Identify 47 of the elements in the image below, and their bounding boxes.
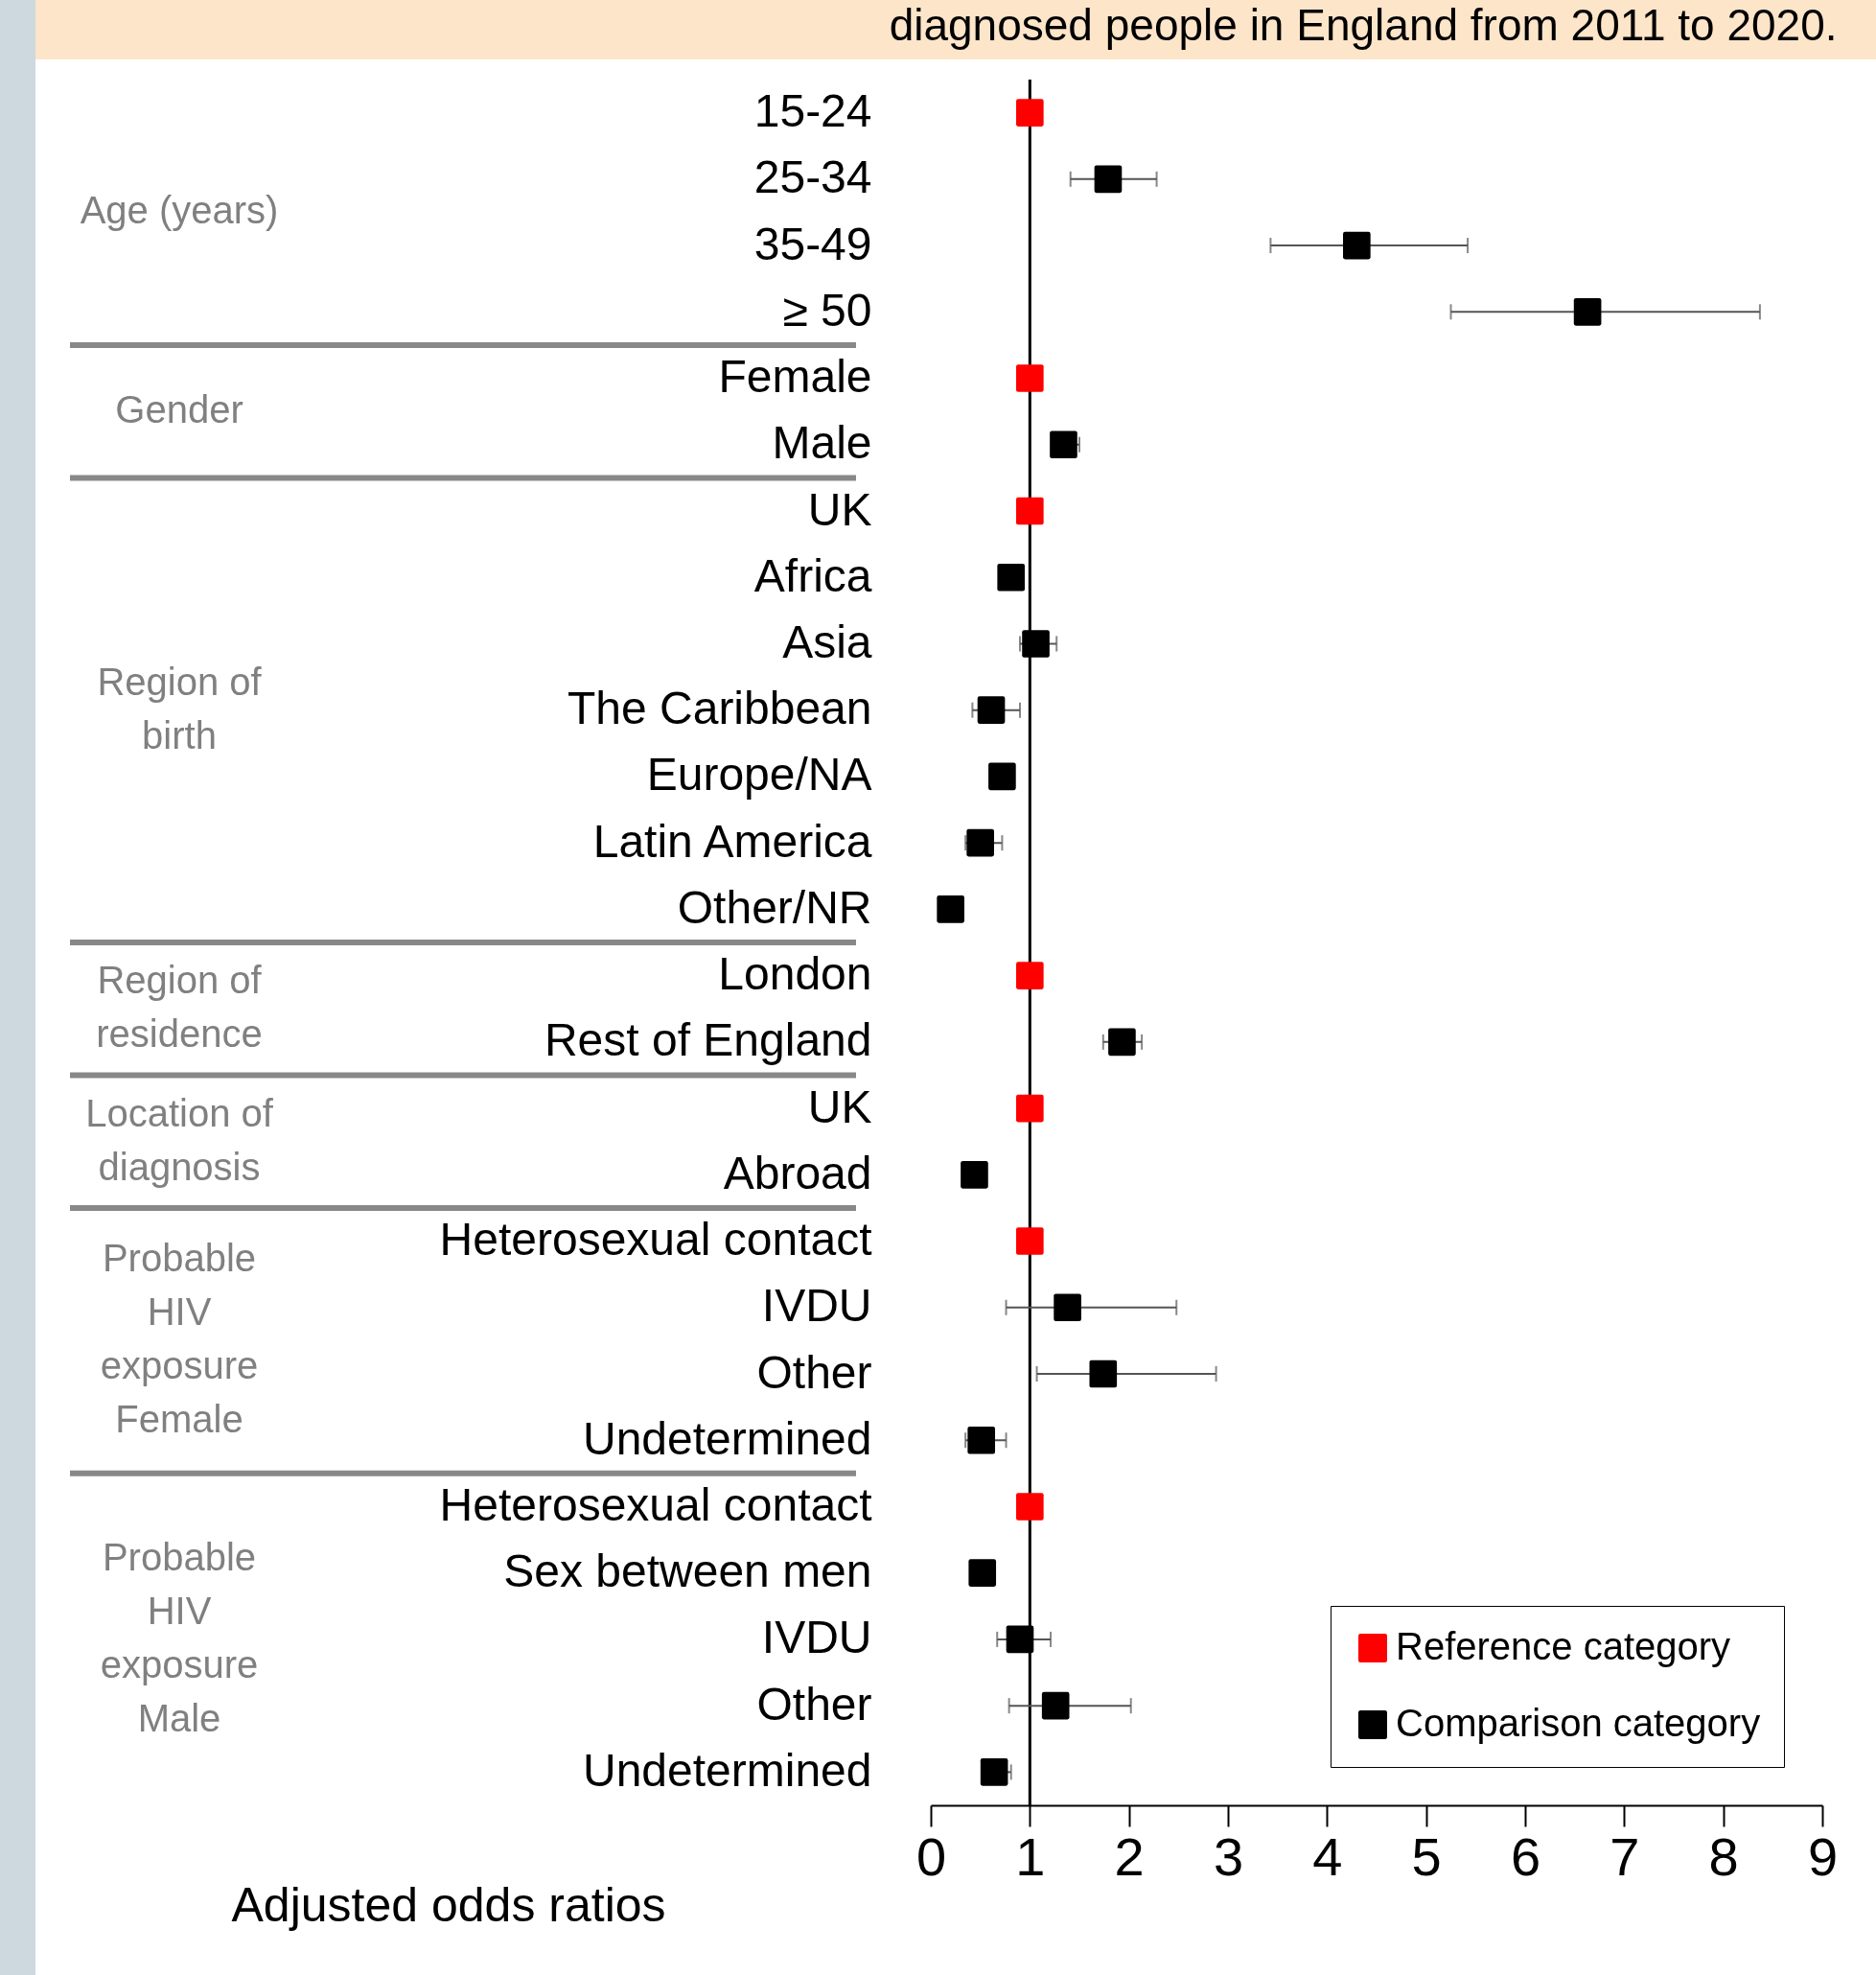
text: Age (years) [80, 189, 279, 232]
y-tick-label: Heterosexual contact [439, 1478, 872, 1530]
y-tick-label: Latin America [592, 815, 872, 867]
text: Probable HIV exposure Male [100, 1535, 259, 1739]
y-tick-label: Undetermined [583, 1412, 872, 1464]
y-tick-label: Female [718, 351, 872, 403]
text: Gender [115, 388, 243, 431]
x-tick-label: 4 [1312, 1825, 1343, 1887]
x-tick-label: 3 [1213, 1825, 1244, 1887]
y-tick-label: 15-24 [753, 85, 872, 137]
x-tick-label: 6 [1510, 1825, 1541, 1887]
legend-label: Reference category [1396, 1625, 1731, 1667]
y-tick-label: 35-49 [753, 218, 872, 269]
y-tick-label: 25-34 [753, 151, 872, 203]
text: Probable HIV exposure Female [100, 1237, 259, 1441]
y-tick-label: Male [772, 417, 872, 469]
x-axis-title: Adjusted odds ratios [231, 1877, 666, 1932]
y-tick-label: Other/NR [677, 881, 872, 933]
y-tick-label: Undetermined [583, 1744, 872, 1796]
chart-title: diagnosed people in England from 2011 to 2020. [889, 0, 1838, 50]
y-tick-label: Heterosexual contact [439, 1214, 872, 1266]
x-tick-label: 2 [1114, 1825, 1145, 1887]
x-tick-label: 8 [1708, 1825, 1739, 1887]
y-tick-label: The Caribbean [567, 683, 872, 734]
y-tick-label: Other [756, 1678, 872, 1730]
y-tick-label: Europe/NA [646, 749, 872, 801]
x-tick-label: 9 [1807, 1825, 1839, 1887]
y-tick-label: IVDU [761, 1612, 872, 1663]
y-tick-label: ≥ 50 [782, 284, 872, 336]
x-tick-label: 5 [1411, 1825, 1442, 1887]
y-tick-label: UK [807, 483, 872, 535]
text: Region of residence [96, 959, 263, 1056]
text: Region of birth [97, 660, 263, 756]
y-tick-label: Rest of England [544, 1014, 872, 1066]
y-tick-label: Asia [782, 616, 872, 667]
y-tick-label: London [718, 948, 872, 1000]
y-tick-label: Africa [753, 549, 872, 601]
text: Location of diagnosis [85, 1091, 274, 1188]
x-tick-label: 7 [1610, 1825, 1640, 1887]
y-tick-label: IVDU [761, 1280, 872, 1332]
y-tick-label: Sex between men [503, 1545, 872, 1597]
legend-label: Comparison category [1396, 1702, 1761, 1744]
x-tick-label: 1 [1015, 1825, 1046, 1887]
y-tick-label: UK [807, 1080, 872, 1132]
y-tick-label: Other [756, 1346, 872, 1398]
y-tick-label: Abroad [723, 1147, 872, 1198]
x-tick-label: 0 [915, 1825, 947, 1887]
